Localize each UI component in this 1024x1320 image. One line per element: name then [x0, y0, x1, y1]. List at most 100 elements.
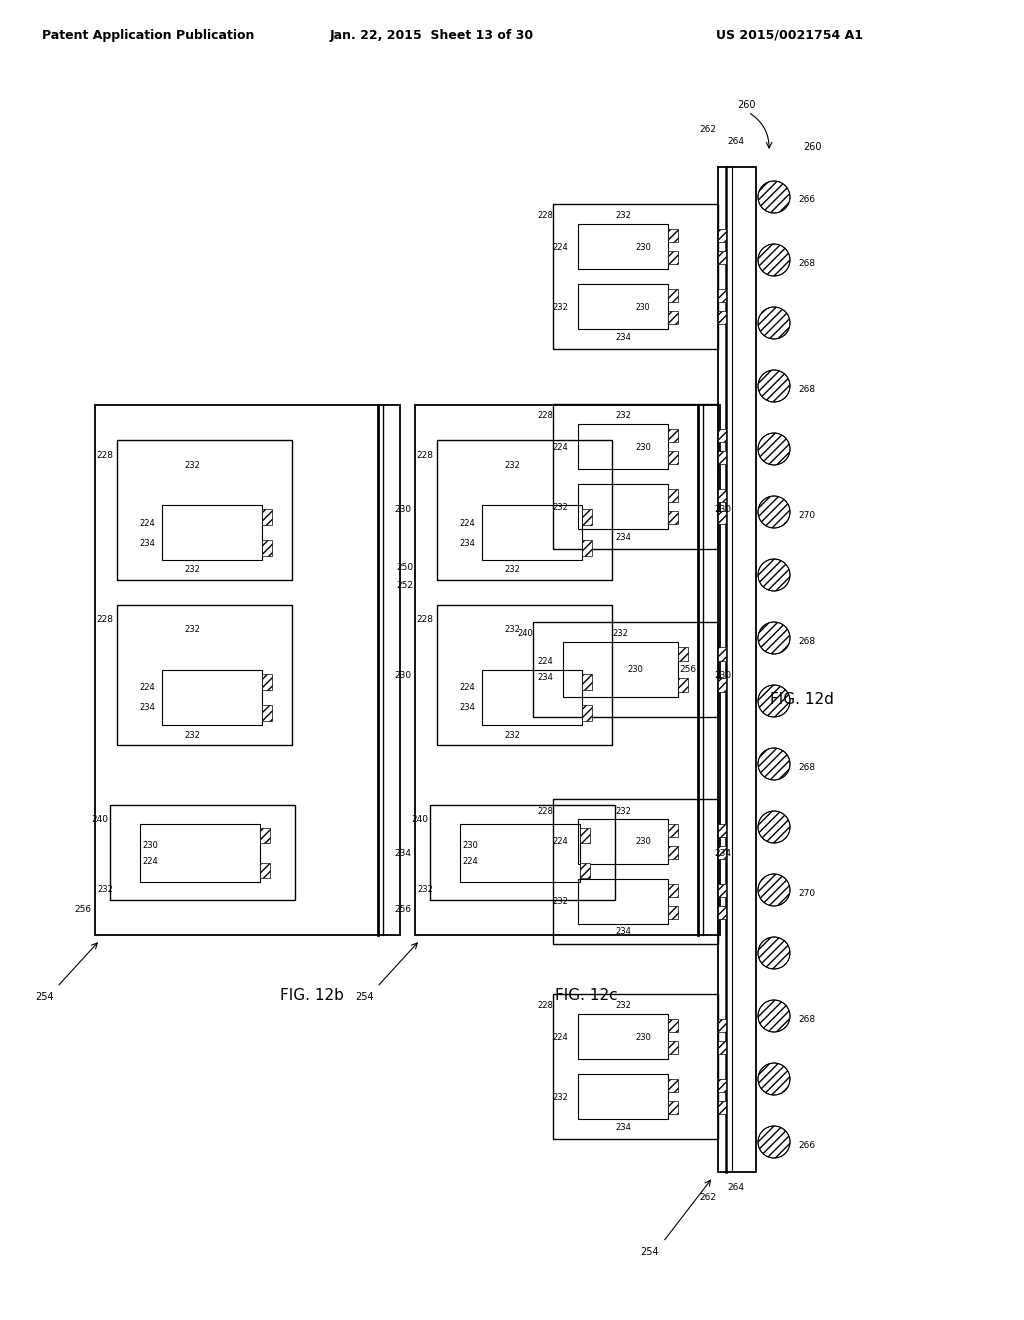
Text: 232: 232 — [504, 565, 520, 574]
Circle shape — [758, 558, 790, 591]
Bar — [110, 805, 295, 900]
Text: 232: 232 — [552, 1093, 568, 1101]
Text: 224: 224 — [538, 657, 553, 667]
Text: 224: 224 — [552, 243, 568, 252]
Text: 228: 228 — [417, 450, 433, 459]
Bar — [140, 824, 260, 882]
Bar — [578, 1014, 668, 1059]
Bar — [460, 824, 580, 882]
Text: 228: 228 — [417, 615, 433, 624]
Text: 230: 230 — [142, 841, 158, 850]
Circle shape — [758, 308, 790, 339]
Text: 224: 224 — [459, 519, 475, 528]
Text: 232: 232 — [184, 730, 200, 739]
Text: 232: 232 — [504, 461, 520, 470]
Text: 232: 232 — [615, 1002, 631, 1011]
Text: 234: 234 — [615, 1122, 631, 1131]
Text: 224: 224 — [139, 684, 155, 693]
Text: 240: 240 — [91, 816, 109, 825]
Text: 224: 224 — [462, 857, 478, 866]
Bar — [162, 671, 262, 725]
Bar — [668, 429, 678, 442]
Text: 234: 234 — [139, 539, 155, 548]
Text: 252: 252 — [396, 581, 413, 590]
Text: 230: 230 — [715, 671, 731, 680]
Bar — [718, 429, 726, 442]
Text: 234: 234 — [139, 704, 155, 713]
Bar — [578, 484, 668, 529]
Text: 232: 232 — [97, 886, 113, 895]
Bar — [580, 863, 590, 878]
Bar — [553, 404, 718, 549]
Text: 268: 268 — [798, 259, 815, 268]
Bar — [668, 289, 678, 302]
Bar — [718, 488, 726, 502]
Bar — [117, 440, 292, 579]
Circle shape — [758, 874, 790, 906]
Text: 270: 270 — [798, 888, 815, 898]
Circle shape — [758, 937, 790, 969]
Text: 224: 224 — [459, 684, 475, 693]
Text: 232: 232 — [417, 886, 433, 895]
Bar — [582, 675, 592, 690]
Circle shape — [758, 810, 790, 843]
Text: 268: 268 — [798, 384, 815, 393]
Bar — [718, 906, 726, 919]
Text: 224: 224 — [552, 1032, 568, 1041]
Bar — [262, 540, 272, 556]
Text: 262: 262 — [699, 124, 717, 133]
Text: FIG. 12d: FIG. 12d — [770, 693, 834, 708]
Bar — [718, 511, 726, 524]
Bar — [262, 510, 272, 525]
Bar — [578, 879, 668, 924]
Text: 234: 234 — [459, 704, 475, 713]
Text: Patent Application Publication: Patent Application Publication — [42, 29, 254, 41]
Bar — [668, 846, 678, 859]
Bar — [718, 678, 726, 692]
Bar — [668, 451, 678, 465]
Text: 230: 230 — [635, 837, 651, 846]
Text: 270: 270 — [798, 511, 815, 520]
Text: 232: 232 — [615, 412, 631, 421]
Bar — [95, 405, 400, 935]
Bar — [668, 884, 678, 898]
Text: 230: 230 — [635, 442, 651, 451]
Text: 254: 254 — [355, 993, 375, 1002]
Circle shape — [758, 748, 790, 780]
Bar — [668, 1101, 678, 1114]
Bar — [534, 622, 718, 717]
Text: 234: 234 — [615, 928, 631, 936]
Bar — [260, 863, 270, 878]
Bar — [415, 405, 720, 935]
Text: 234: 234 — [394, 849, 412, 858]
Bar — [578, 224, 668, 269]
Text: 260: 260 — [736, 100, 756, 110]
Bar — [668, 312, 678, 323]
Circle shape — [758, 1063, 790, 1096]
Bar — [563, 642, 678, 697]
Text: 240: 240 — [517, 630, 532, 639]
Bar — [437, 440, 612, 579]
Bar — [437, 605, 612, 744]
Text: 224: 224 — [552, 442, 568, 451]
Bar — [668, 1019, 678, 1032]
Bar — [718, 1078, 726, 1092]
Text: 256: 256 — [680, 665, 696, 675]
Text: 268: 268 — [798, 636, 815, 645]
Text: 232: 232 — [552, 302, 568, 312]
Bar — [718, 228, 726, 242]
Text: 228: 228 — [96, 615, 114, 624]
Bar — [262, 675, 272, 690]
Text: 230: 230 — [636, 302, 650, 312]
Text: 256: 256 — [75, 906, 91, 915]
Text: 234: 234 — [537, 673, 553, 682]
Text: 256: 256 — [394, 906, 412, 915]
Bar — [668, 511, 678, 524]
Text: 228: 228 — [537, 211, 553, 220]
Text: 230: 230 — [715, 506, 731, 515]
Bar — [718, 289, 726, 302]
Text: 224: 224 — [142, 857, 158, 866]
Text: 228: 228 — [537, 1002, 553, 1011]
Bar — [553, 205, 718, 348]
Text: 234: 234 — [615, 532, 631, 541]
